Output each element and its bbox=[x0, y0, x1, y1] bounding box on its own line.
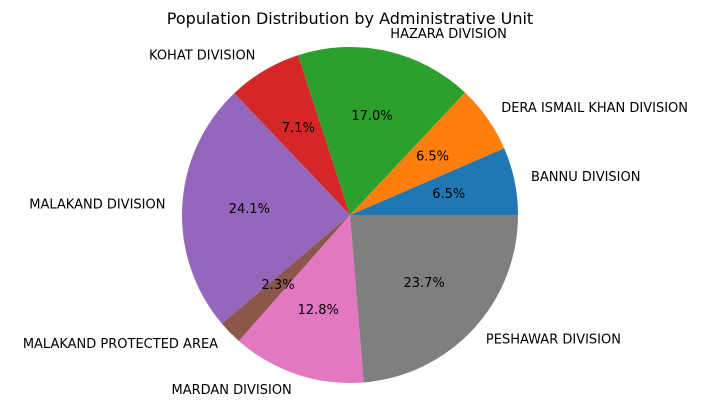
pie-slice-mardan-division bbox=[238, 215, 364, 384]
pie-percent-labels: 6.5% 6.5% 17.0% 7.1% 24.1% 2.3%12.8% 23.7% bbox=[229, 109, 466, 318]
slice-percent-mardan-division: 12.8% bbox=[298, 303, 339, 318]
slice-percent-dera-ismail-khan-division: 6.5% bbox=[416, 150, 449, 165]
pie-slices bbox=[181, 46, 518, 384]
slice-percent-bannu-division: 6.5% bbox=[432, 187, 465, 202]
slice-label-peshawar-division: PESHAWAR DIVISION bbox=[486, 333, 621, 348]
slice-percent-peshawar-division: 23.7% bbox=[403, 276, 444, 291]
pie-slice-malakand-division bbox=[181, 93, 350, 324]
slice-label-malakand-protected-area: MALAKAND PROTECTED AREA bbox=[23, 337, 218, 352]
chart-title: Population Distribution by Administrativ… bbox=[167, 9, 533, 28]
pie-slice-peshawar-division bbox=[350, 215, 518, 383]
slice-percent-malakand-division: 24.1% bbox=[229, 202, 270, 217]
pie-slice-dera-ismail-khan-division bbox=[350, 92, 505, 215]
pie-outer-labels: BANNU DIVISION DERA ISMAIL KHAN DIVISION H… bbox=[23, 27, 688, 398]
slice-label-malakand-division: MALAKAND DIVISION bbox=[29, 198, 165, 213]
slice-label-mardan-division: MARDAN DIVISION bbox=[171, 383, 291, 398]
pie-slice-hazara-division bbox=[298, 46, 465, 215]
slice-percent-hazara-division: 17.0% bbox=[351, 109, 392, 124]
slice-label-dera-ismail-khan-division: DERA ISMAIL KHAN DIVISION bbox=[501, 101, 688, 116]
slice-label-bannu-division: BANNU DIVISION bbox=[531, 170, 641, 185]
slice-percent-kohat-division: 7.1% bbox=[282, 121, 315, 136]
slice-percent-malakand-protected-area: 2.3% bbox=[262, 278, 295, 293]
slice-label-hazara-division: HAZARA DIVISION bbox=[390, 27, 507, 42]
pie-slice-kohat-division bbox=[234, 55, 350, 215]
pie-slice-malakand-protected-area bbox=[221, 215, 350, 342]
slice-label-kohat-division: KOHAT DIVISION bbox=[149, 49, 255, 64]
pie-slice-bannu-division bbox=[350, 148, 518, 215]
